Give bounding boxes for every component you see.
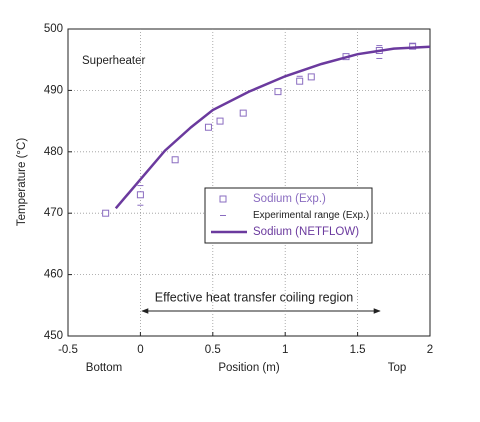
data-point xyxy=(296,77,304,85)
data-point xyxy=(274,88,282,96)
annotation: Superheater xyxy=(82,55,145,67)
data-point xyxy=(171,156,179,164)
x-tick-label: 0.5 xyxy=(205,344,221,356)
data-point xyxy=(216,117,224,125)
y-tick-label: 490 xyxy=(44,84,63,96)
annotation: Effective heat transfer coiling region xyxy=(155,290,354,304)
data-point xyxy=(409,42,417,50)
x-axis-label: Position (m) xyxy=(218,362,280,374)
x-tick-label: 0 xyxy=(137,344,143,356)
x-tick-label: 1 xyxy=(282,344,288,356)
data-line xyxy=(114,45,431,210)
legend-label: Experimental range (Exp.) xyxy=(253,210,369,221)
data-point xyxy=(239,109,247,117)
x-tick-label: 1.5 xyxy=(350,344,366,356)
plot-frame xyxy=(67,28,431,337)
legend-label: Sodium (NETFLOW) xyxy=(253,226,359,238)
data-point xyxy=(307,73,315,81)
annotation: Top xyxy=(388,362,407,374)
x-tick-label: -0.5 xyxy=(58,344,78,356)
y-tick-label: 460 xyxy=(44,269,63,281)
y-tick-label: 500 xyxy=(44,23,63,35)
data-point xyxy=(136,191,144,199)
y-tick-label: 470 xyxy=(44,207,63,219)
data-point xyxy=(102,209,110,217)
x-tick-label: 2 xyxy=(427,344,433,356)
legend-box xyxy=(204,187,373,244)
legend-label: Sodium (Exp.) xyxy=(253,193,326,205)
legend-symbol xyxy=(219,195,227,203)
y-tick-label: 450 xyxy=(44,330,63,342)
annotation: Bottom xyxy=(86,362,122,374)
data-point xyxy=(204,123,212,131)
y-axis-label: Temperature (°C) xyxy=(16,138,28,226)
y-tick-label: 480 xyxy=(44,146,63,158)
